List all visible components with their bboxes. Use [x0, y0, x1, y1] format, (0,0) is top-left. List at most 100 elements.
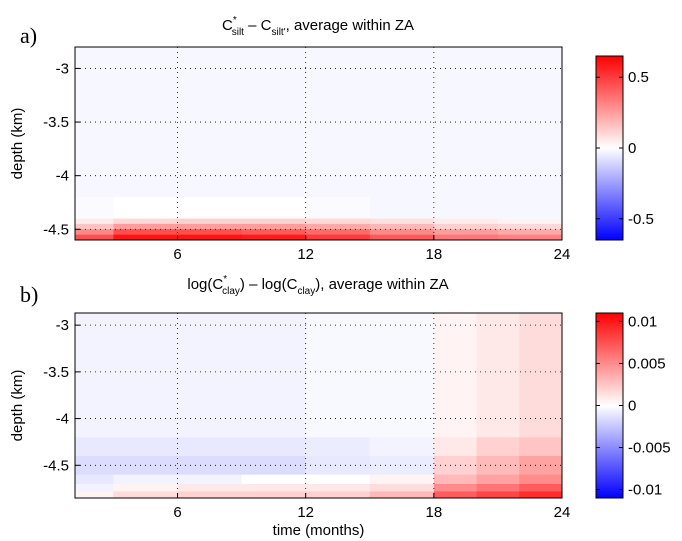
heat-cell — [75, 455, 114, 476]
heat-cell — [476, 474, 520, 485]
heat-cell — [75, 313, 114, 438]
heat-cell — [433, 437, 478, 457]
y-axis-label: depth (km) — [9, 108, 26, 180]
heat-cell — [113, 491, 179, 499]
heat-cell — [177, 234, 243, 241]
heat-cell — [305, 491, 371, 499]
heat-cell — [369, 234, 435, 241]
heat-cell — [241, 197, 307, 220]
heat-cell — [177, 218, 243, 225]
x-tick-label: 18 — [425, 246, 442, 263]
heat-cell — [75, 234, 114, 241]
heat-cell — [369, 223, 435, 230]
x-tick-label: 6 — [173, 246, 181, 263]
heat-cell — [305, 229, 371, 236]
heat-cell — [305, 47, 371, 198]
colorbar-tick-label: 0.01 — [628, 313, 657, 330]
heat-cell — [177, 223, 243, 230]
heat-cell — [177, 47, 243, 198]
heat-cell — [75, 474, 114, 485]
heat-cell — [497, 218, 563, 225]
heat-cell — [369, 483, 435, 492]
heat-cell — [519, 491, 563, 499]
heat-cell — [177, 455, 243, 476]
heat-cell — [113, 234, 179, 241]
y-tick-label: -3.5 — [43, 114, 69, 131]
heat-cell — [305, 313, 371, 438]
y-axis-label: depth (km) — [9, 370, 26, 442]
heat-cell — [433, 474, 478, 485]
colorbar-tick-label: 0.5 — [628, 69, 649, 86]
heat-cell — [305, 197, 371, 220]
heat-cell — [241, 474, 307, 485]
heat-cell — [476, 455, 520, 476]
heat-cell — [369, 197, 435, 220]
x-axis-label: time (months) — [273, 522, 365, 539]
heat-cell — [519, 474, 563, 485]
heat-cell — [433, 234, 499, 241]
heat-cell — [75, 218, 114, 225]
heat-cell — [241, 47, 307, 198]
heat-cell — [476, 437, 520, 457]
panel-label: a) — [20, 23, 37, 48]
heat-cell — [369, 474, 435, 485]
heat-cell — [305, 234, 371, 241]
heat-cell — [113, 197, 179, 220]
heat-cell — [433, 218, 499, 225]
panel-label: b) — [20, 282, 38, 307]
heat-cell — [369, 313, 435, 438]
heat-cell — [113, 483, 179, 492]
heat-cell — [476, 313, 520, 438]
x-tick-label: 18 — [425, 504, 442, 521]
heat-cell — [433, 313, 478, 438]
heat-cell — [369, 229, 435, 236]
axes-frame — [74, 46, 563, 241]
heat-cell — [241, 218, 307, 225]
heat-cell — [75, 47, 114, 198]
heat-cell — [369, 218, 435, 225]
heat-cell — [75, 223, 114, 230]
heat-cell — [241, 455, 307, 476]
colorbar — [595, 55, 624, 241]
y-tick-label: -4.5 — [43, 457, 69, 474]
heat-cell — [369, 47, 435, 198]
heat-cell — [113, 313, 179, 438]
x-tick-label: 12 — [297, 246, 314, 263]
heat-cell — [177, 474, 243, 485]
heat-cell — [113, 223, 179, 230]
panel-title: log(C* clay) – log(Cclay), average within… — [187, 274, 448, 297]
heat-cell — [433, 229, 499, 236]
heat-cell — [113, 437, 179, 457]
colorbar — [595, 312, 624, 499]
heat-cell — [113, 218, 179, 225]
heat-cell — [241, 437, 307, 457]
heat-cell — [113, 474, 179, 485]
heat-cell — [305, 223, 371, 230]
heat-cell — [497, 223, 563, 230]
y-tick-label: -4.5 — [43, 221, 69, 238]
heat-cell — [369, 437, 435, 457]
heat-cell — [241, 234, 307, 241]
heat-cell — [305, 483, 371, 492]
colorbar-tick-label: 0 — [628, 398, 636, 415]
heat-cell — [305, 437, 371, 457]
heat-cell — [433, 197, 499, 220]
heat-cell — [433, 47, 499, 198]
y-tick-label: -3 — [56, 60, 69, 77]
heat-cell — [497, 229, 563, 236]
heat-cell — [177, 229, 243, 236]
heat-cell — [305, 218, 371, 225]
heat-cell — [75, 229, 114, 236]
x-tick-label: 24 — [554, 246, 571, 263]
heat-cell — [476, 483, 520, 492]
heat-cell — [519, 313, 563, 438]
heat-cell — [519, 483, 563, 492]
y-tick-label: -4 — [56, 168, 69, 185]
panel-title: C* silt – Csilt', average within ZA — [222, 15, 414, 38]
x-tick-label: 12 — [297, 504, 314, 521]
x-tick-label: 24 — [554, 504, 571, 521]
heat-cell — [75, 491, 114, 499]
heat-cell — [476, 491, 520, 499]
heat-cell — [241, 491, 307, 499]
heat-cell — [241, 483, 307, 492]
